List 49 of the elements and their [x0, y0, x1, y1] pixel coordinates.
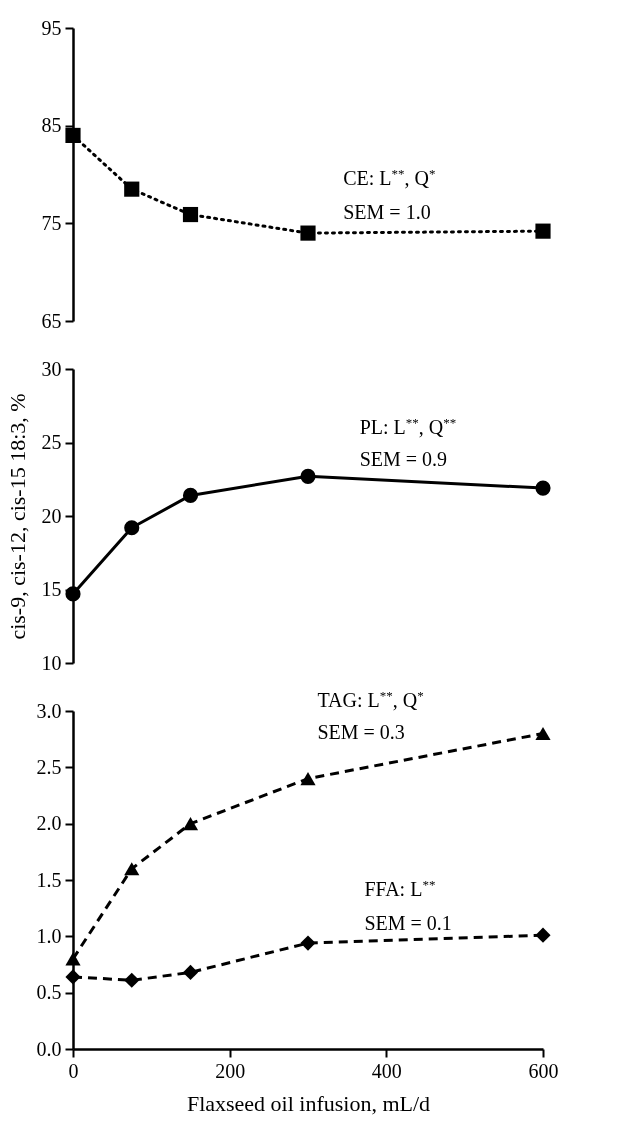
y-tick-label: 0.5: [36, 981, 62, 1004]
y-tick-label: 85: [41, 114, 62, 137]
point: [124, 520, 140, 536]
point: [124, 181, 140, 197]
x-tick-label: 400: [371, 1059, 402, 1082]
point: [65, 127, 81, 144]
x-tick-label: 600: [528, 1059, 559, 1082]
y-tick-label: 75: [41, 211, 62, 234]
y-tick-label: 25: [41, 431, 62, 453]
point: [300, 935, 316, 951]
annotation: SEM = 1.0: [343, 200, 431, 223]
point: [65, 952, 81, 966]
y-tick-label: 2.0: [36, 812, 62, 835]
y-tick-label: 2.5: [36, 755, 62, 778]
point: [535, 223, 551, 239]
annotation: SEM = 0.1: [364, 911, 452, 934]
x-tick-label: 0: [68, 1059, 79, 1082]
annotation: FFA: L$^{**}$: [364, 876, 436, 901]
point: [124, 862, 140, 876]
y-tick-label: 0.0: [36, 1037, 62, 1060]
y-tick-label: 1.0: [36, 924, 62, 947]
point: [182, 206, 199, 223]
point: [65, 969, 81, 985]
point: [124, 972, 140, 988]
point: [535, 927, 551, 943]
point: [300, 468, 316, 484]
point: [182, 817, 199, 831]
point: [535, 480, 551, 496]
annotation: PL: L$^{**}$, Q$^{**}$: [359, 414, 457, 438]
point: [182, 964, 199, 980]
point: [535, 726, 551, 741]
y-tick-label: 65: [41, 309, 62, 332]
point: [300, 225, 316, 241]
x-axis-title: Flaxseed oil infusion, mL/d: [186, 1090, 431, 1116]
y-tick-label: 95: [41, 16, 62, 39]
y-axis-title: cis-9, cis-12, cis-15 18:3, %: [4, 393, 30, 640]
y-tick-label: 30: [41, 357, 62, 380]
annotation: CE: L$^{**}$, Q$^{*}$: [343, 165, 436, 189]
x-tick-label: 200: [215, 1059, 246, 1082]
y-tick-label: 3.0: [36, 699, 62, 722]
y-tick-label: 20: [41, 504, 62, 527]
point: [182, 487, 199, 503]
y-tick-label: 1.5: [36, 868, 62, 891]
y-tick-label: 10: [41, 651, 62, 674]
annotation: SEM = 0.9: [359, 448, 448, 471]
annotation: SEM = 0.3: [317, 720, 405, 743]
point: [300, 772, 316, 786]
text: TAG: L$^{**}$, Q$^{*}$: [317, 687, 424, 711]
y-tick-label: 15: [41, 578, 62, 600]
